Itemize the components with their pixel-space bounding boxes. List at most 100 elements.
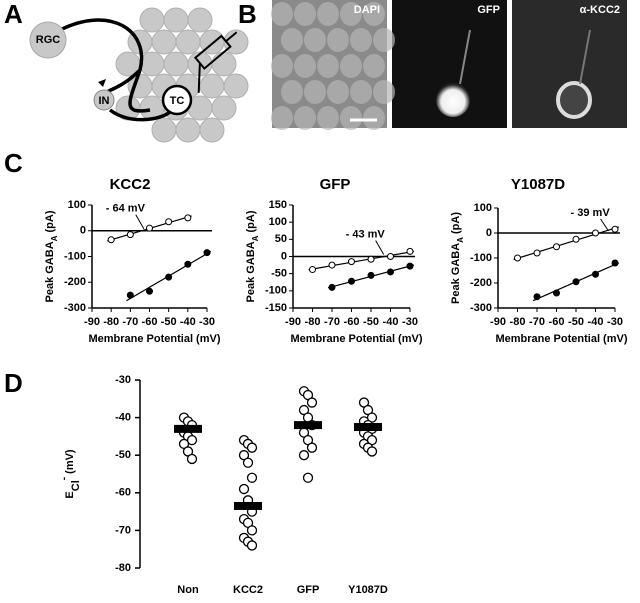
data-point <box>242 457 254 468</box>
chart-title: Y1087D <box>511 176 565 193</box>
data-point <box>367 255 375 263</box>
x-tick-label: -80 <box>103 316 119 328</box>
data-point <box>592 229 599 237</box>
data-point <box>366 446 378 457</box>
y-tick-label: -150 <box>265 302 287 314</box>
x-axis-label: Membrane Potential (mV) <box>290 333 422 345</box>
nucleus <box>363 106 385 130</box>
x-tick-label: -60 <box>142 316 158 328</box>
x-axis-label: Membrane Potential (mV) <box>88 333 220 345</box>
cluster-cell <box>139 7 165 33</box>
y-tick-label: 50 <box>275 233 287 245</box>
cluster-cell <box>211 51 237 77</box>
axis-label-part: (mV) <box>64 449 76 477</box>
x-tick-label: -70 <box>529 316 545 328</box>
data-point <box>203 249 211 257</box>
panel-label: D <box>4 368 23 398</box>
cluster-cell <box>163 51 189 77</box>
axis-label: ECl- (mV) <box>59 449 82 499</box>
data-point <box>246 442 258 453</box>
x-tick-label: GFP <box>297 584 320 596</box>
data-point <box>107 236 115 244</box>
x-tick-label: -90 <box>490 316 506 328</box>
axis-label-part: Peak GABA <box>245 241 257 302</box>
nucleus <box>340 54 362 78</box>
x-tick-label: Y1087D <box>348 584 388 596</box>
axis-label-part: (pA) <box>245 210 257 235</box>
diagram-label: IN <box>99 95 110 107</box>
x-tick-label: -60 <box>344 316 360 328</box>
x-tick-label: -70 <box>324 316 340 328</box>
y-tick-label: 0 <box>486 227 492 239</box>
nucleus <box>271 2 293 26</box>
annotation: - 43 mV <box>346 228 386 240</box>
x-tick-label: -90 <box>84 316 100 328</box>
diagram-label: TC <box>170 95 185 107</box>
mean-bar <box>294 421 322 430</box>
x-tick-label: -60 <box>549 316 565 328</box>
x-tick-label: -40 <box>180 316 196 328</box>
nucleus <box>304 28 326 52</box>
y-tick-label: -200 <box>470 277 492 289</box>
x-axis-label: Membrane Potential (mV) <box>495 333 627 345</box>
annotation-leader <box>375 240 385 255</box>
y-tick-label: 150 <box>269 199 287 211</box>
axis-label-part: - <box>59 477 70 480</box>
axis-label: Peak GABAA (pA) <box>245 210 260 302</box>
data-point <box>367 271 375 279</box>
axis-label: Peak GABAA (pA) <box>44 210 59 302</box>
annotation: - 64 mV <box>106 203 146 215</box>
diagram-label: RGC <box>36 34 61 46</box>
data-point <box>146 224 153 232</box>
axis-label-part: A <box>251 235 260 241</box>
axis-label-part: Cl <box>70 480 82 491</box>
data-point <box>553 243 560 251</box>
data-point <box>611 259 619 267</box>
x-tick-label: -80 <box>510 316 526 328</box>
data-point <box>126 231 134 239</box>
y-tick-label: -100 <box>265 285 287 297</box>
data-point <box>592 270 599 278</box>
arrowhead <box>98 79 106 87</box>
cell-image <box>436 83 470 117</box>
data-point <box>572 278 580 286</box>
nucleus <box>363 2 385 26</box>
cluster-cell <box>199 117 225 143</box>
cluster-cell <box>223 73 249 99</box>
y-tick-label: -50 <box>271 268 287 280</box>
y-tick-label: -80 <box>115 562 131 574</box>
y-tick-label: -60 <box>115 487 131 499</box>
cell-image <box>556 81 592 119</box>
fit-line <box>308 250 415 271</box>
process <box>459 29 471 85</box>
nuclei <box>271 2 395 130</box>
y-tick-label: -50 <box>115 449 131 461</box>
process <box>579 29 591 85</box>
y-tick-label: -100 <box>470 252 492 264</box>
mean-bar <box>174 424 202 433</box>
cluster-cell <box>175 29 201 55</box>
data-point <box>348 277 355 285</box>
axis-label-part: (pA) <box>44 210 56 235</box>
cluster-cell <box>211 95 237 121</box>
y-tick-label: -300 <box>470 302 492 314</box>
cluster-cell <box>151 117 177 143</box>
data-point <box>306 442 318 453</box>
x-tick-label: -40 <box>383 316 399 328</box>
y-tick-label: 100 <box>269 216 287 228</box>
nucleus <box>327 80 349 104</box>
data-point <box>406 262 414 270</box>
axon-path <box>108 108 172 122</box>
axis-label: Peak GABAA (pA) <box>450 212 465 304</box>
data-point <box>572 235 580 243</box>
x-tick-label: -50 <box>161 316 177 328</box>
axis-label-part: E <box>64 491 76 498</box>
in-cell <box>93 89 115 111</box>
panel-label: B <box>238 0 257 29</box>
annotation-leader <box>600 218 609 232</box>
data-point <box>298 450 310 461</box>
mean-bar <box>354 423 382 431</box>
data-point <box>406 247 414 255</box>
axis-label-part: Peak GABA <box>450 243 462 304</box>
nucleus <box>340 106 362 130</box>
